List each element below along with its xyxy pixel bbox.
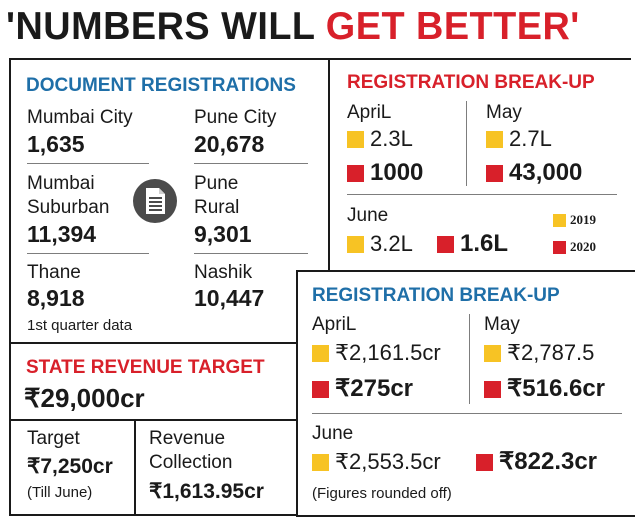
column-divider xyxy=(328,58,330,270)
legend-2019-label: 2019 xyxy=(570,212,596,227)
legend-2020-swatch xyxy=(347,164,364,182)
may-2020-value: 43,000 xyxy=(509,159,583,186)
target-value: ₹7,250cr xyxy=(27,455,113,478)
quarter-note: 1st quarter data xyxy=(27,317,133,334)
legend-2019: 2019 xyxy=(553,212,596,228)
legend-2019-swatch xyxy=(312,453,329,471)
june-2020: 1.6L xyxy=(437,231,508,257)
section-divider xyxy=(9,419,296,421)
document-registrations-title: DOCUMENT REGISTRATIONS xyxy=(26,75,296,96)
june-2019-value: ₹2,553.5cr xyxy=(335,449,441,474)
target-note: (Till June) xyxy=(27,484,93,501)
headline: 'NUMBERS WILL GET BETTER' xyxy=(6,2,612,52)
may-2020: 43,000 xyxy=(486,160,582,186)
may-2019-value: 2.7L xyxy=(509,126,552,151)
legend-2019-swatch xyxy=(347,130,364,148)
mumbai-city-label: Mumbai City xyxy=(27,107,133,128)
legend-2019-swatch xyxy=(486,130,503,148)
divider xyxy=(27,253,149,254)
april-2019-value: ₹2,161.5cr xyxy=(335,340,441,365)
legend-2020-swatch xyxy=(437,235,454,253)
collection-value: ₹1,613.95cr xyxy=(149,480,264,503)
nashik-value: 10,447 xyxy=(194,285,265,311)
state-revenue-title: STATE REVENUE TARGET xyxy=(26,357,265,378)
april-2020-value: ₹275cr xyxy=(335,375,413,402)
april-2020-value: 1000 xyxy=(370,159,424,186)
pune-rural-value: 9,301 xyxy=(194,221,252,247)
legend-2020-swatch xyxy=(476,453,493,471)
may-2019: 2.7L xyxy=(486,126,552,152)
breakup-value-title: REGISTRATION BREAK-UP xyxy=(312,285,560,306)
collection-label2: Collection xyxy=(149,452,233,473)
june-label: June xyxy=(312,423,354,444)
april-2020: 1000 xyxy=(347,160,423,186)
rounding-note: (Figures rounded off) xyxy=(312,485,452,502)
divider xyxy=(134,421,136,516)
collection-label: Revenue xyxy=(149,428,226,449)
mumbai-suburban-value: 11,394 xyxy=(27,221,97,247)
april-label: ApriL xyxy=(312,314,357,335)
legend-2019-swatch xyxy=(312,344,329,362)
target-label: Target xyxy=(27,428,80,449)
june-2019: ₹2,553.5cr xyxy=(312,449,441,475)
section-divider xyxy=(9,342,296,344)
april-label: ApriL xyxy=(347,102,392,123)
divider xyxy=(312,413,622,414)
legend-2020-swatch xyxy=(312,380,329,398)
mumbai-suburban-label: Mumbai xyxy=(27,173,95,194)
state-revenue-total: ₹29,000cr xyxy=(24,383,145,413)
divider xyxy=(27,163,149,164)
pune-city-label: Pune City xyxy=(194,107,277,128)
legend-2020-label: 2020 xyxy=(570,239,596,254)
divider xyxy=(347,194,617,195)
may-label: May xyxy=(486,102,522,123)
april-2019-value: 2.3L xyxy=(370,126,413,151)
headline-part1: 'NUMBERS WILL xyxy=(6,5,326,48)
nashik-label: Nashik xyxy=(194,262,253,283)
june-2020-value: ₹822.3cr xyxy=(499,448,598,475)
legend-2020-swatch xyxy=(486,164,503,182)
pune-rural-label: Pune xyxy=(194,173,239,194)
legend-2020: 2020 xyxy=(553,239,596,255)
may-2020-value: ₹516.6cr xyxy=(507,375,606,402)
june-2019-value: 3.2L xyxy=(370,231,413,256)
divider xyxy=(194,163,308,164)
may-2019: ₹2,787.5 xyxy=(484,340,594,366)
may-2020: ₹516.6cr xyxy=(484,376,605,402)
june-2019: 3.2L xyxy=(347,231,413,257)
legend-2020-swatch xyxy=(484,380,501,398)
may-2019-value: ₹2,787.5 xyxy=(507,340,595,365)
legend-2019-swatch xyxy=(484,344,501,362)
mumbai-city-value: 1,635 xyxy=(27,131,85,157)
pune-rural-label2: Rural xyxy=(194,197,240,218)
legend-2020-swatch xyxy=(553,240,566,254)
document-icon xyxy=(132,178,178,224)
thane-value: 8,918 xyxy=(27,285,85,311)
divider xyxy=(194,253,308,254)
legend-2019-swatch xyxy=(347,235,364,253)
breakup-value-box xyxy=(296,270,635,517)
april-2019: ₹2,161.5cr xyxy=(312,340,441,366)
may-label: May xyxy=(484,314,520,335)
headline-part2: GET BETTER' xyxy=(325,5,580,48)
legend-2019-swatch xyxy=(553,213,566,227)
june-2020-value: 1.6L xyxy=(460,230,509,257)
divider xyxy=(469,314,470,404)
mumbai-suburban-label2: Suburban xyxy=(27,197,110,218)
june-label: June xyxy=(347,205,389,226)
april-2019: 2.3L xyxy=(347,126,413,152)
breakup-count-title: REGISTRATION BREAK-UP xyxy=(347,72,595,93)
divider xyxy=(466,101,467,186)
april-2020: ₹275cr xyxy=(312,376,413,402)
june-2020: ₹822.3cr xyxy=(476,449,597,475)
pune-city-value: 20,678 xyxy=(194,131,265,157)
thane-label: Thane xyxy=(27,262,81,283)
